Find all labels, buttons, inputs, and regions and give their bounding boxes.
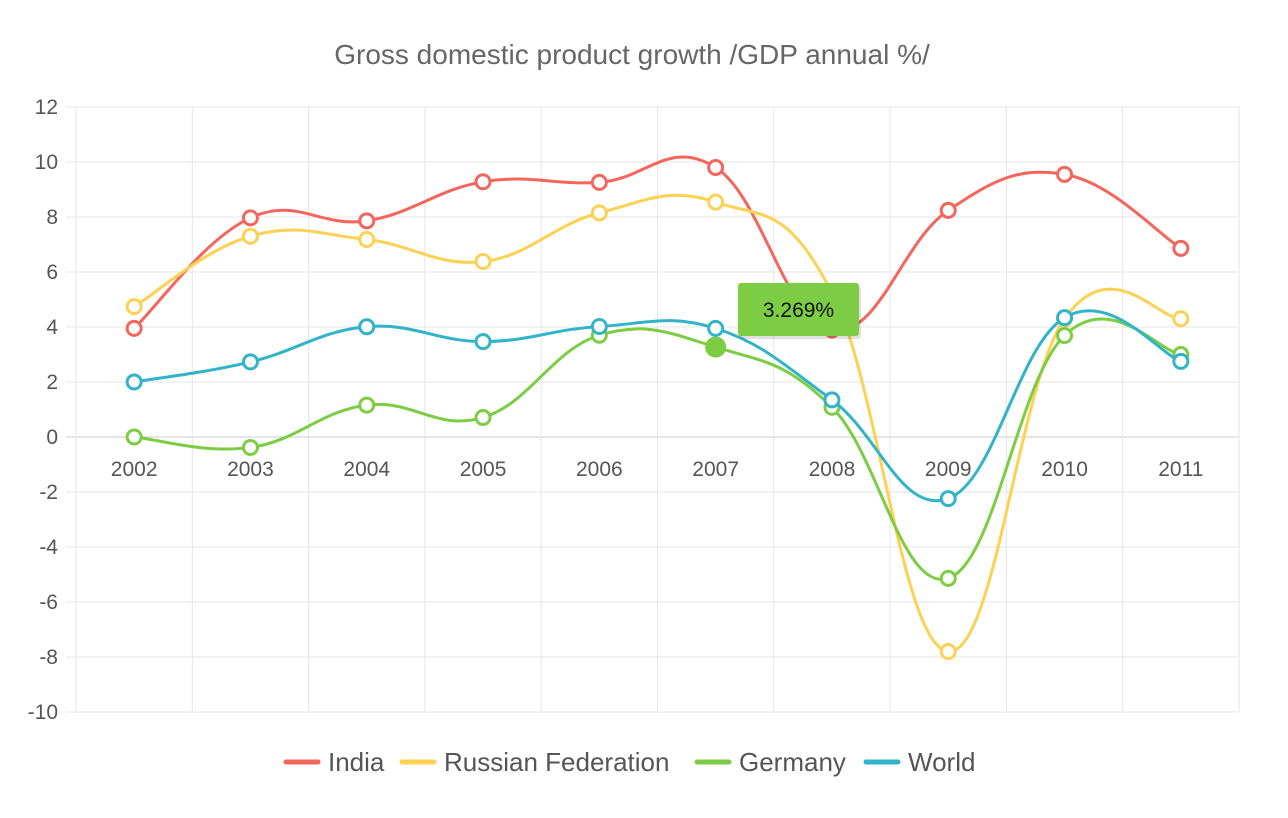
- data-point-world: [590, 317, 608, 335]
- data-point-russian-federation: [590, 204, 608, 222]
- data-point-russian-federation: [125, 298, 143, 316]
- series-world: [125, 309, 1190, 508]
- data-point-russian-federation: [1172, 310, 1190, 328]
- y-tick-label: 10: [35, 151, 58, 174]
- data-point-germany: [705, 336, 727, 358]
- data-point-russian-federation: [474, 253, 492, 271]
- data-point-germany: [358, 396, 376, 414]
- y-tick-label: 4: [46, 316, 58, 339]
- data-point-germany: [125, 428, 143, 446]
- y-tick-label: -4: [39, 536, 58, 559]
- chart-title: Gross domestic product growth /GDP annua…: [334, 39, 930, 70]
- y-tick-label: 6: [46, 261, 58, 284]
- data-point-india: [358, 212, 376, 230]
- tooltip-box: [738, 283, 859, 336]
- grid: [66, 106, 1240, 713]
- series-line-russian-federation: [133, 193, 1182, 654]
- x-tick-label: 2010: [1041, 458, 1088, 481]
- data-point-world: [823, 391, 841, 409]
- data-point-germany: [939, 569, 957, 587]
- x-tick-label: 2005: [460, 458, 507, 481]
- x-tick-label: 2006: [576, 458, 623, 481]
- data-point-russian-federation: [241, 227, 259, 245]
- y-tick-label: -6: [39, 591, 58, 614]
- tooltip: 3.269%: [738, 283, 861, 339]
- data-point-world: [241, 353, 259, 371]
- data-point-india: [1056, 165, 1074, 183]
- x-tick-label: 2007: [692, 458, 739, 481]
- legend-label-germany: Germany: [739, 747, 846, 777]
- data-point-india: [241, 209, 259, 227]
- legend: India Russian Federation Germany World: [283, 747, 975, 777]
- data-point-world: [707, 319, 725, 337]
- data-point-world: [474, 333, 492, 351]
- data-point-world: [125, 373, 143, 391]
- y-tick-label: -10: [28, 701, 58, 724]
- x-tick-label: 2004: [343, 458, 390, 481]
- tooltip-text: 3.269%: [763, 299, 834, 322]
- y-tick-label: 2: [46, 371, 58, 394]
- x-tick-label: 2009: [925, 458, 972, 481]
- y-tick-label: 8: [46, 206, 58, 229]
- data-point-russian-federation: [358, 231, 376, 249]
- y-tick-label: -2: [39, 481, 58, 504]
- data-point-world: [939, 490, 957, 508]
- x-tick-label: 2003: [227, 458, 274, 481]
- legend-label-india: India: [328, 747, 385, 777]
- y-tick-label: 12: [35, 96, 58, 119]
- legend-label-russian-federation: Russian Federation: [444, 747, 669, 777]
- x-tick-label: 2011: [1158, 458, 1203, 481]
- data-point-world: [1056, 309, 1074, 327]
- data-point-germany: [474, 408, 492, 426]
- series-line-world: [133, 309, 1182, 503]
- y-tick-label: 0: [46, 426, 58, 449]
- data-point-russian-federation: [939, 643, 957, 660]
- data-point-india: [125, 319, 143, 337]
- data-point-world: [1172, 352, 1190, 370]
- data-point-germany: [241, 438, 259, 456]
- legend-label-world: World: [908, 747, 975, 777]
- data-point-russian-federation: [707, 193, 725, 211]
- data-point-world: [358, 318, 376, 336]
- data-point-india: [474, 173, 492, 191]
- x-tick-label: 2002: [111, 458, 158, 481]
- data-point-germany: [1056, 327, 1074, 345]
- data-point-india: [1172, 239, 1190, 257]
- series-line-india: [133, 155, 1182, 332]
- data-point-india: [707, 159, 725, 176]
- x-tick-label: 2008: [809, 458, 856, 481]
- y-tick-label: -8: [39, 646, 58, 669]
- axes: 12 10 8 6 4 2 0 -2 -4 -6 -8 -10 2002 2003 2004 2005 2006…: [28, 96, 1204, 724]
- data-point-india: [590, 173, 608, 191]
- data-point-india: [939, 201, 957, 219]
